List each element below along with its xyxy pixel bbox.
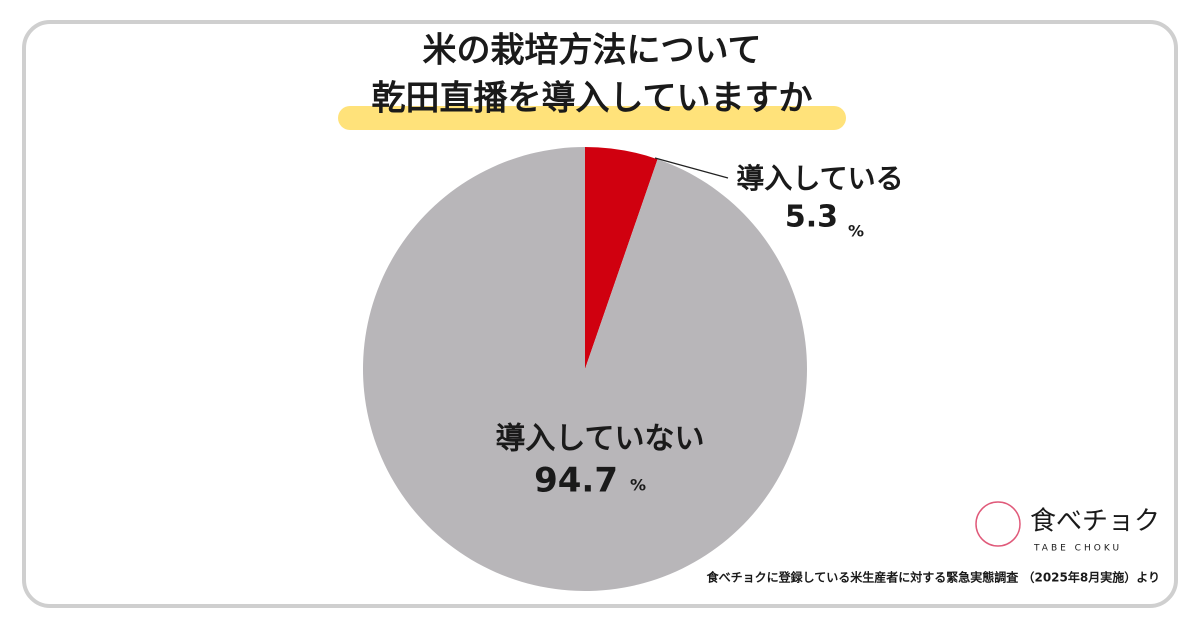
- logo: 食べチョク TABE CHOKU: [975, 501, 1160, 554]
- value-unit: %: [848, 222, 864, 241]
- slice-label: 導入している: [736, 162, 903, 195]
- source-note: 食べチョクに登録している米生産者に対する緊急実態調査 （2025年8月実施）より: [706, 570, 1160, 585]
- logo-subtext: TABE CHOKU: [1033, 544, 1122, 554]
- value-label: 5.3: [785, 200, 838, 235]
- logo-text: 食べチョク: [1030, 507, 1160, 537]
- slice-label: 導入していない: [495, 422, 704, 457]
- pie-slice: [362, 147, 807, 591]
- logo-mark: [975, 501, 1021, 547]
- pie-slice: [585, 147, 658, 369]
- title-line: 乾田直播を導入していますか: [372, 79, 813, 119]
- title-highlight: [338, 106, 846, 130]
- value-label: 94.7: [534, 461, 618, 501]
- value-unit: %: [630, 476, 646, 495]
- pie: [362, 147, 807, 591]
- leader-line: [654, 157, 729, 179]
- pie-labels: 導入している 5.3 % 導入していない 94.7%: [495, 157, 904, 501]
- title-line: 米の栽培方法について: [423, 31, 762, 71]
